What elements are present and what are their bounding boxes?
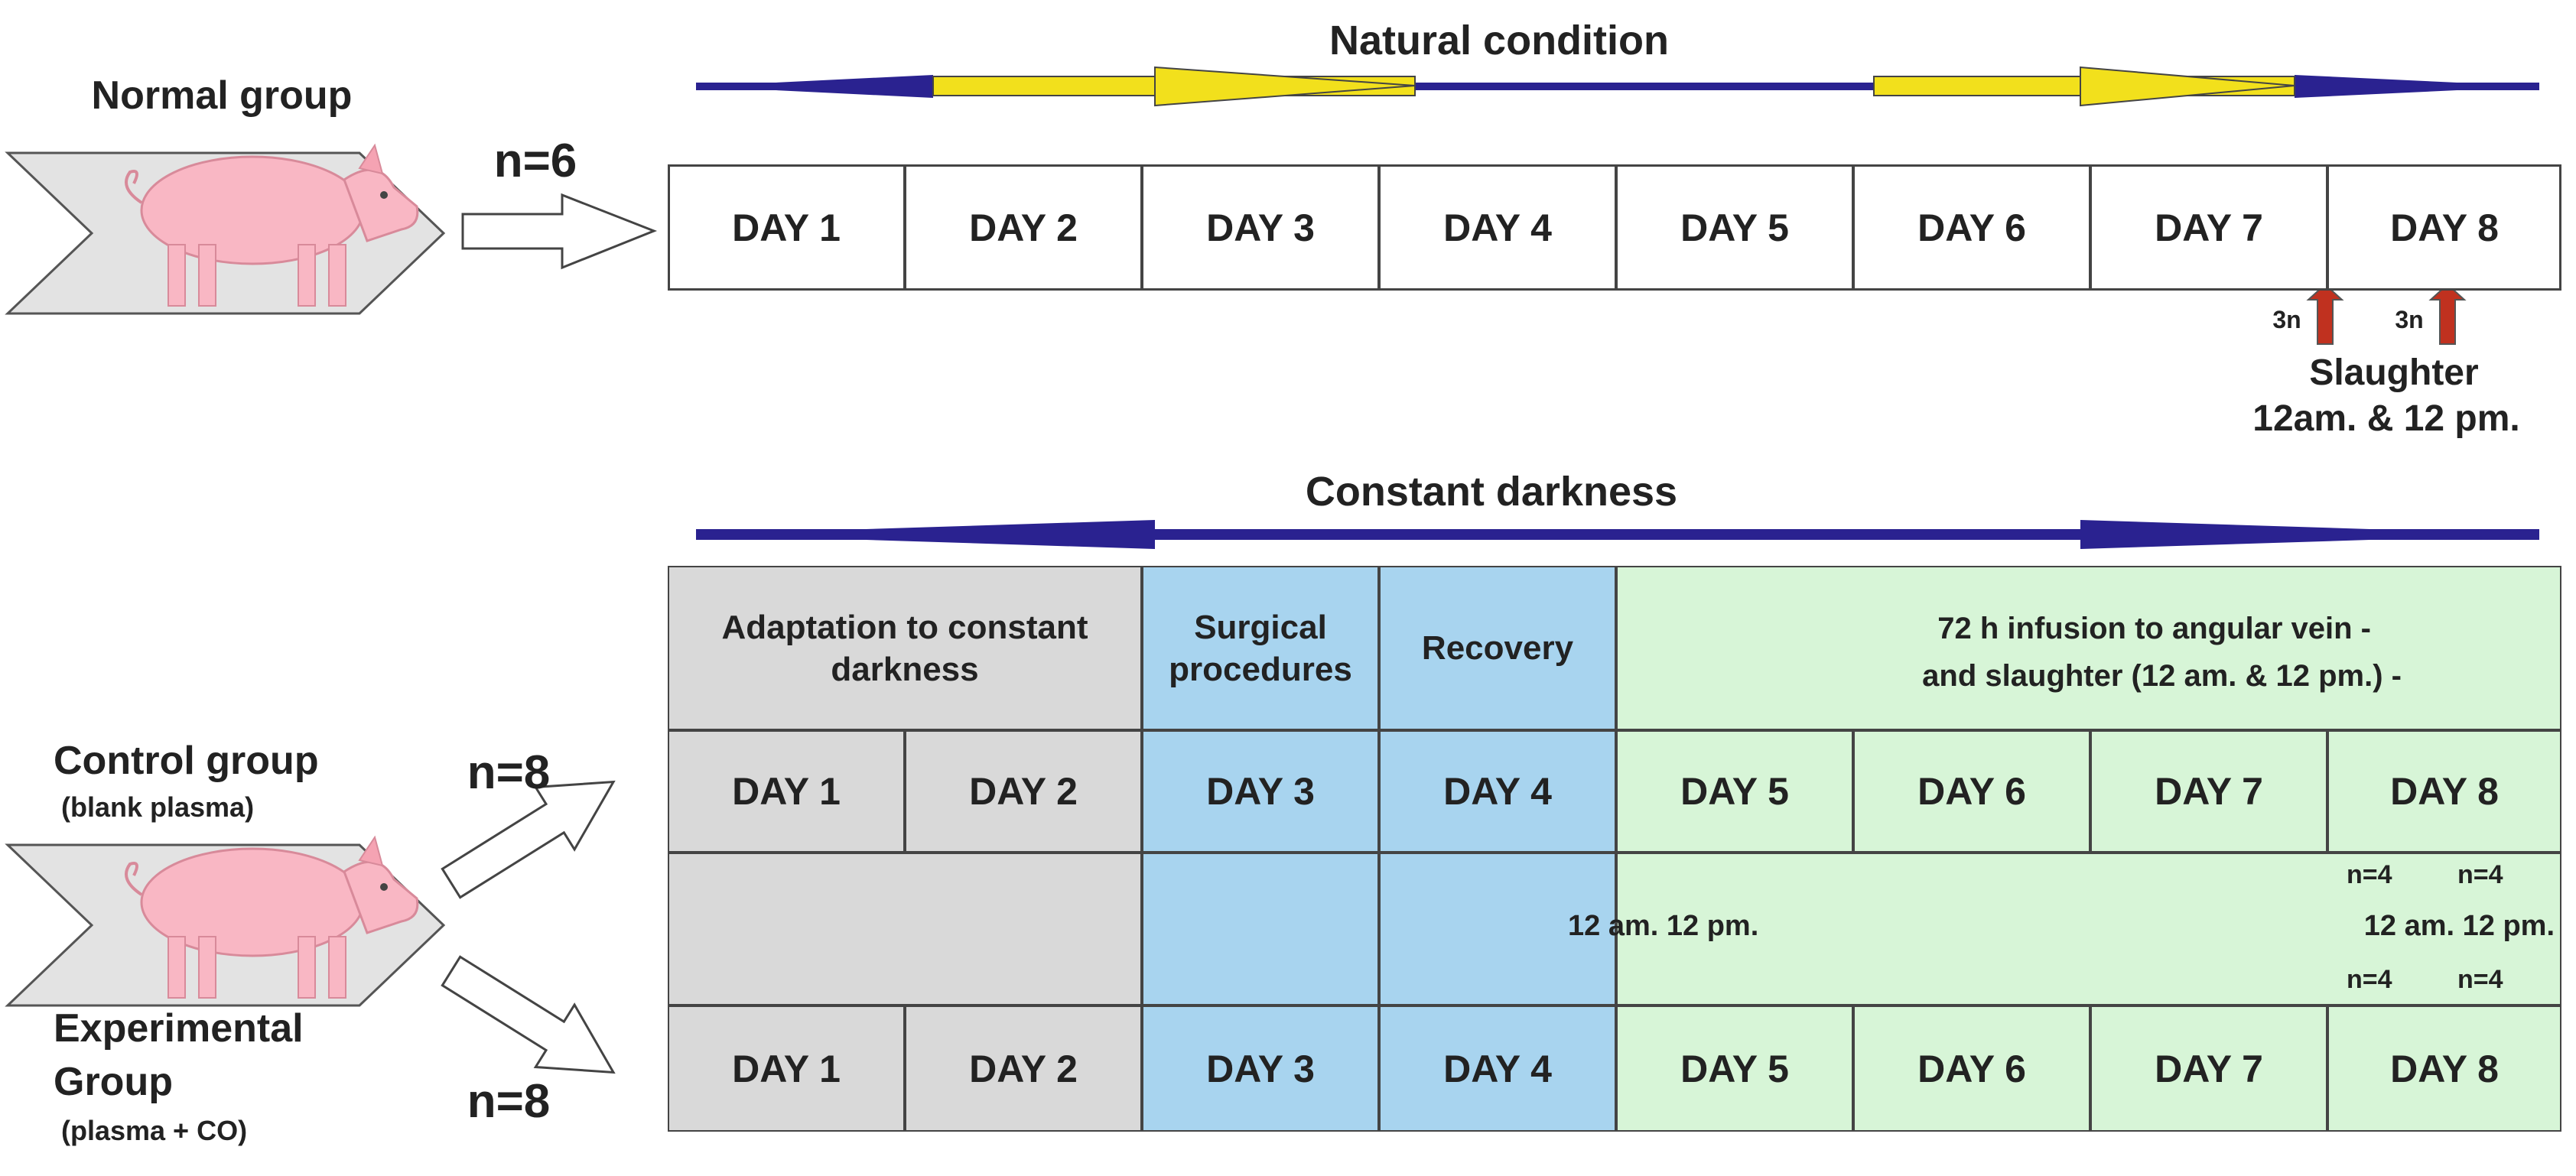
red-arrow-top-2 bbox=[2428, 283, 2467, 345]
slaughter-label-line2: 12am. & 12 pm. bbox=[2252, 398, 2520, 439]
legend-infusion-text: 72 h infusion to angular vein - bbox=[1937, 612, 2371, 645]
natural-condition-title: Natural condition bbox=[1329, 18, 1669, 63]
red-arrow-top-1 bbox=[2306, 283, 2344, 345]
control-day-3: DAY 3 bbox=[1142, 730, 1379, 853]
n-mark-exp-1: n=4 bbox=[2347, 965, 2392, 994]
top-day-2: DAY 2 bbox=[905, 164, 1142, 291]
control-day-8: DAY 8 bbox=[2327, 730, 2561, 853]
constant-darkness-title: Constant darkness bbox=[1305, 469, 1678, 515]
middle-blue-block-1 bbox=[1142, 853, 1379, 1005]
exp-day-5: DAY 5 bbox=[1616, 1005, 1853, 1132]
slaughter-label-line1: Slaughter bbox=[2309, 352, 2479, 393]
hollow-arrow-top bbox=[461, 193, 658, 270]
exp-day-3: DAY 3 bbox=[1142, 1005, 1379, 1132]
phase-adaptation: Adaptation to constant darkness bbox=[668, 566, 1142, 730]
legend-slaughter-text: and slaughter (12 am. & 12 pm.) - bbox=[1922, 659, 2402, 693]
n-mark-control-2: n=4 bbox=[2457, 860, 2503, 889]
control-day-5: DAY 5 bbox=[1616, 730, 1853, 853]
n-mark-exp-2: n=4 bbox=[2457, 965, 2503, 994]
exp-day-2: DAY 2 bbox=[905, 1005, 1142, 1132]
control-day-4: DAY 4 bbox=[1379, 730, 1616, 853]
sample-mark-2: 3n bbox=[2395, 306, 2424, 333]
experimental-n-label: n=8 bbox=[467, 1075, 551, 1128]
n-label-top: n=6 bbox=[493, 135, 577, 187]
control-day-2: DAY 2 bbox=[905, 730, 1142, 853]
experimental-group-label-line2: Group bbox=[54, 1060, 173, 1104]
phase-surgical: Surgical procedures bbox=[1142, 566, 1379, 730]
hollow-arrow-control bbox=[441, 780, 616, 899]
constant-darkness-bar bbox=[696, 529, 2539, 540]
top-day-4: DAY 4 bbox=[1379, 164, 1616, 291]
exp-day-8: DAY 8 bbox=[2327, 1005, 2561, 1132]
control-group-label: Control group bbox=[54, 739, 319, 783]
top-day-8: DAY 8 bbox=[2327, 164, 2561, 291]
exp-day-6: DAY 6 bbox=[1853, 1005, 2090, 1132]
top-day-1: DAY 1 bbox=[668, 164, 905, 291]
top-day-5: DAY 5 bbox=[1616, 164, 1853, 291]
experimental-group-label-line1: Experimental bbox=[54, 1006, 304, 1051]
sample-mark-1: 3n bbox=[2272, 306, 2301, 333]
control-day-7: DAY 7 bbox=[2090, 730, 2327, 853]
control-n-label: n=8 bbox=[467, 746, 551, 799]
phase-infusion bbox=[1616, 566, 2561, 730]
control-day-1: DAY 1 bbox=[668, 730, 905, 853]
normal-group-label: Normal group bbox=[91, 73, 353, 118]
exp-day-4: DAY 4 bbox=[1379, 1005, 1616, 1132]
time-labels-right: 12 am. 12 pm. bbox=[2363, 910, 2555, 942]
middle-green-block bbox=[1616, 853, 2561, 1005]
hollow-arrow-experimental bbox=[441, 955, 616, 1074]
top-day-6: DAY 6 bbox=[1853, 164, 2090, 291]
middle-blue-block-2 bbox=[1379, 853, 1616, 1005]
exp-day-7: DAY 7 bbox=[2090, 1005, 2327, 1132]
middle-gray-block bbox=[668, 853, 1142, 1005]
top-day-7: DAY 7 bbox=[2090, 164, 2327, 291]
exp-day-1: DAY 1 bbox=[668, 1005, 905, 1132]
n-mark-control-1: n=4 bbox=[2347, 860, 2392, 889]
control-group-sublabel: (blank plasma) bbox=[61, 791, 255, 823]
time-labels-left: 12 am. 12 pm. bbox=[1568, 910, 1759, 942]
top-day-3: DAY 3 bbox=[1142, 164, 1379, 291]
experimental-group-sublabel: (plasma + CO) bbox=[61, 1115, 248, 1146]
control-day-6: DAY 6 bbox=[1853, 730, 2090, 853]
phase-recovery: Recovery bbox=[1379, 566, 1616, 730]
